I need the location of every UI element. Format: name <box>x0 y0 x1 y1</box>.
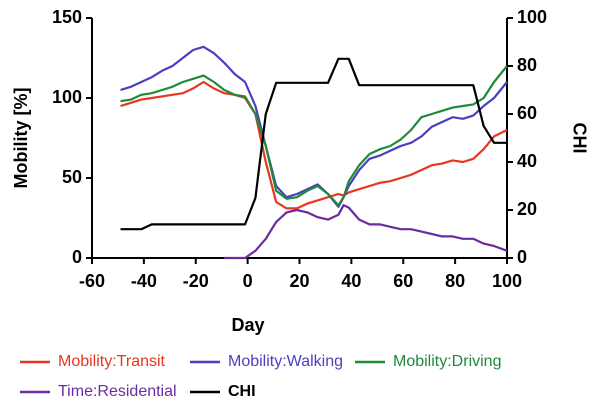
x-tick-label: 100 <box>492 271 522 291</box>
y2-tick-label: 80 <box>517 55 537 75</box>
series-line <box>120 65 508 207</box>
x-tick-label: 40 <box>341 271 361 291</box>
y-tick-label: 150 <box>52 7 82 27</box>
x-tick-label: -20 <box>183 271 209 291</box>
y-tick-label: 0 <box>72 247 82 267</box>
y2-tick-label: 40 <box>517 151 537 171</box>
series-line <box>224 204 508 260</box>
y2-axis-label: CHI <box>569 123 589 154</box>
x-tick-label: -40 <box>131 271 157 291</box>
y2-tick-label: 20 <box>517 199 537 219</box>
y-axis-label: Mobility [%] <box>11 88 31 189</box>
x-tick-label: 60 <box>393 271 413 291</box>
y2-tick-label: 0 <box>517 247 527 267</box>
legend-label: Mobility:Transit <box>58 353 166 370</box>
x-tick-label: 20 <box>289 271 309 291</box>
y2-tick-label: 60 <box>517 103 537 123</box>
legend-label: Mobility:Driving <box>393 353 501 370</box>
series-line <box>120 80 508 210</box>
y-tick-label: 100 <box>52 87 82 107</box>
legend-label: Mobility:Walking <box>228 353 343 370</box>
legend-label: Time:Residential <box>58 383 177 400</box>
series-line <box>120 45 508 208</box>
legend-label: CHI <box>228 383 256 400</box>
x-tick-label: -60 <box>79 271 105 291</box>
y2-tick-label: 100 <box>517 7 547 27</box>
x-tick-label: 0 <box>243 271 253 291</box>
x-tick-label: 80 <box>445 271 465 291</box>
y-tick-label: 50 <box>62 167 82 187</box>
series-line <box>120 57 507 231</box>
x-axis-label: Day <box>231 315 264 335</box>
